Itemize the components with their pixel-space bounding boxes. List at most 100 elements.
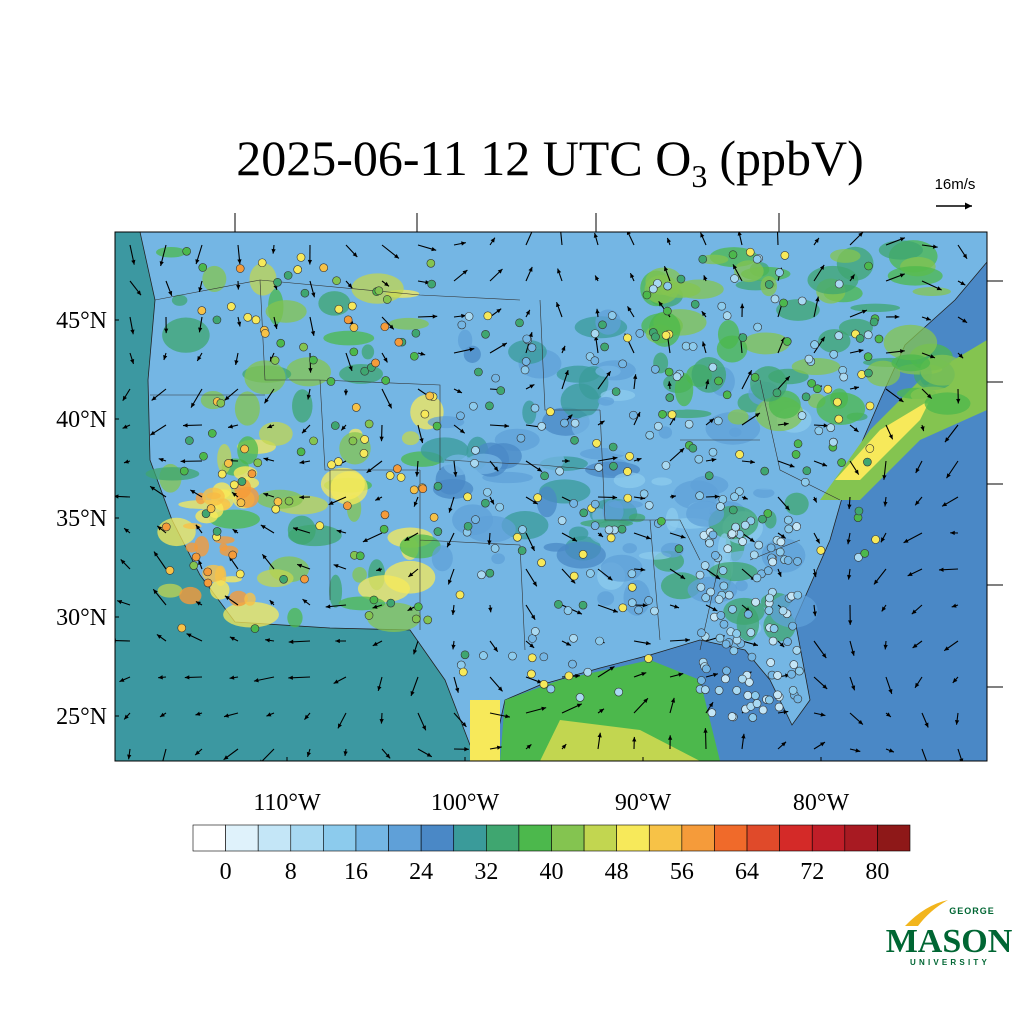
wind-head	[927, 393, 932, 399]
station	[716, 611, 726, 620]
station	[800, 477, 810, 487]
colorbar-box	[844, 824, 878, 852]
wind-vector	[451, 640, 456, 650]
wind-head	[299, 495, 304, 500]
wind-head	[229, 636, 235, 641]
station	[768, 557, 777, 567]
wind-vector	[417, 244, 437, 252]
station	[429, 513, 439, 522]
wind-vector	[296, 563, 311, 570]
wind-head	[421, 725, 426, 731]
ozone-patch	[258, 421, 293, 446]
wind-head	[447, 542, 452, 548]
station	[463, 492, 472, 502]
station	[276, 338, 286, 348]
wind-head	[307, 259, 313, 265]
wind-vector	[190, 489, 203, 498]
wind-vector	[123, 527, 131, 534]
ozone-patch	[674, 279, 724, 300]
wind-head	[567, 414, 573, 420]
wind-head	[594, 335, 599, 341]
wind-vector	[595, 308, 600, 318]
station	[496, 386, 506, 395]
wind-vector	[944, 424, 959, 443]
colorbar-label: 40	[540, 859, 564, 885]
wind-vector	[525, 706, 547, 714]
wind-head	[925, 316, 931, 321]
station	[343, 315, 353, 325]
wind-head	[487, 540, 492, 545]
ozone-patch	[674, 372, 694, 407]
station	[207, 429, 217, 438]
colorbar-box	[420, 824, 455, 852]
wind-head	[915, 682, 920, 688]
station	[874, 334, 884, 344]
ozone-patch	[742, 332, 790, 355]
wind-head	[883, 644, 888, 650]
station	[393, 464, 402, 473]
station	[833, 397, 842, 407]
wind-shaft	[776, 232, 779, 246]
station	[539, 680, 549, 689]
wind-head	[752, 642, 758, 647]
wind-vector	[557, 268, 563, 282]
wind-vector	[372, 640, 383, 647]
wind-head	[262, 554, 267, 560]
wind-head	[336, 529, 342, 534]
wind-vector	[195, 601, 203, 606]
wind-vector	[273, 316, 278, 330]
station	[758, 705, 768, 715]
wind-head	[297, 563, 303, 568]
station	[374, 286, 384, 296]
station	[664, 367, 674, 377]
station	[250, 624, 260, 633]
wind-head	[190, 489, 196, 495]
station	[793, 694, 803, 704]
colorbar-box	[877, 824, 911, 852]
wind-vector	[260, 524, 275, 534]
ozone-patch	[366, 602, 421, 633]
wind-head	[599, 708, 605, 714]
wind-vector	[943, 640, 959, 652]
ozone-patch	[628, 513, 646, 523]
wind-head	[489, 499, 494, 505]
station	[273, 277, 282, 287]
wind-vector	[525, 496, 538, 505]
wind-head	[667, 381, 672, 387]
wind-vector	[597, 495, 618, 500]
station	[590, 356, 600, 366]
station	[661, 461, 671, 470]
station	[564, 671, 574, 681]
station	[855, 334, 865, 343]
wind-vector	[237, 244, 242, 265]
wind-vector	[813, 460, 828, 467]
wind-vector	[777, 422, 789, 427]
station	[433, 527, 443, 536]
wind-vector	[381, 316, 395, 330]
wind-head	[505, 714, 510, 719]
wind-vector	[705, 457, 717, 463]
atlantic-plume-high	[835, 400, 930, 480]
wind-vector	[325, 604, 347, 609]
wind-head	[124, 714, 129, 720]
wind-head	[448, 507, 453, 513]
wind-vector	[885, 748, 895, 753]
wind-head	[703, 728, 708, 733]
wind-head	[541, 706, 547, 711]
wind-vector	[561, 743, 567, 750]
wind-head	[888, 434, 893, 440]
wind-head	[848, 620, 853, 625]
wind-head	[337, 723, 342, 729]
wind-vector	[952, 676, 959, 684]
wind-vector	[265, 638, 275, 643]
wind-head	[333, 564, 339, 569]
wind-vector	[561, 345, 566, 354]
station	[560, 418, 569, 428]
station	[568, 659, 577, 669]
wind-head	[815, 538, 820, 544]
wind-head	[122, 395, 127, 401]
wind-vector	[292, 527, 311, 534]
station	[182, 246, 191, 256]
station	[474, 367, 483, 377]
station	[606, 533, 616, 543]
